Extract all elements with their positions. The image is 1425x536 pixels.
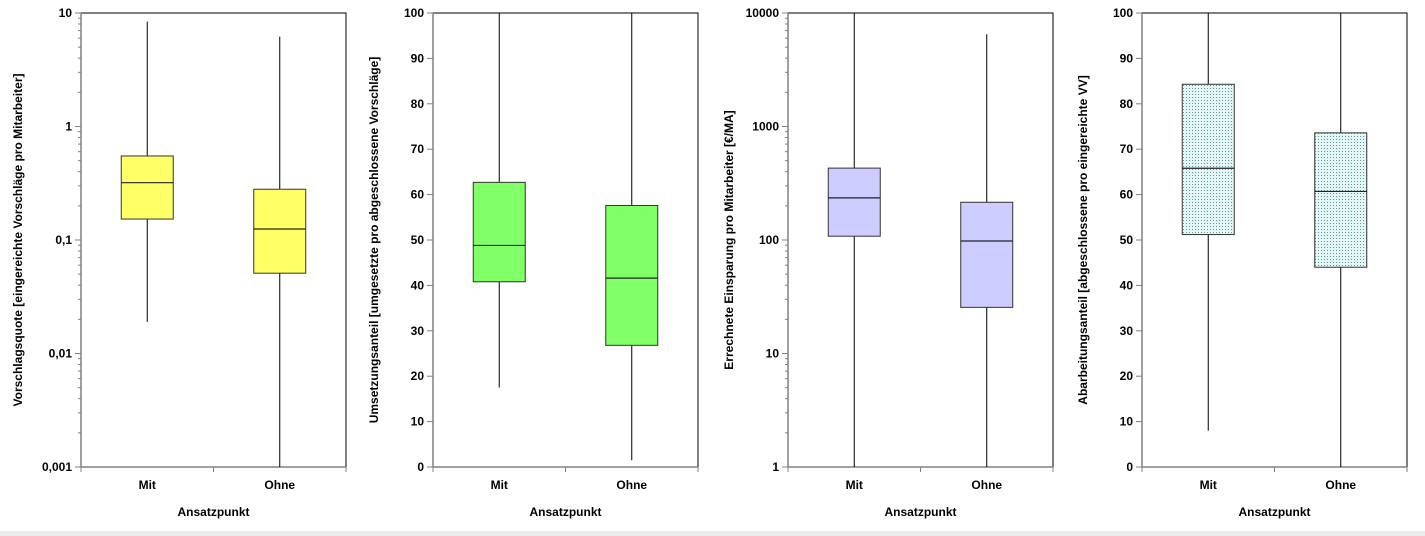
chart-panel-4: 0 10 20 30 40 50 60 70 80 90 100 Mit Ohne Ansatzpunkt…: [1076, 6, 1408, 519]
y-tick-label: 30: [1120, 324, 1134, 338]
y-tick-label: 20: [1120, 369, 1134, 383]
chart-panel-3: 1 10 100 1000 10000 Mit Ohne Ansatzpunkt Errechn…: [722, 6, 1054, 519]
x-category-label: Ohne: [264, 478, 295, 492]
y-tick-label: 0: [1126, 460, 1133, 474]
y-axis-title: Abarbeitungsanteil [abgeschlossene pro e…: [1076, 75, 1090, 404]
chart-panel-1: 0,001 0,01 0,1 1 10 Mit Ohne Ansatzpunkt Vorschl…: [11, 6, 347, 519]
x-axis-title: Ansatzpunkt: [178, 505, 250, 519]
y-tick-label: 80: [1120, 97, 1134, 111]
box-ohne: [1314, 132, 1368, 268]
y-tick-label: 100: [759, 233, 779, 247]
box-mit: [120, 155, 174, 220]
y-tick-label: 0,1: [55, 233, 72, 247]
y-tick-label: 10: [411, 415, 425, 429]
box-ohne: [960, 201, 1014, 308]
x-category-label: Ohne: [616, 478, 647, 492]
x-category-label: Mit: [139, 478, 156, 492]
y-tick-label: 100: [1113, 6, 1133, 20]
y-tick-label: 100: [404, 6, 424, 20]
y-tick-label: 50: [411, 233, 425, 247]
y-tick-label: 0,01: [49, 347, 73, 361]
y-tick-label: 90: [1120, 51, 1134, 65]
box-ohne: [253, 188, 307, 274]
y-axis-title: Umsetzungsanteil [umgesetzte pro abgesch…: [367, 57, 381, 424]
x-category-label: Ohne: [971, 478, 1002, 492]
y-tick-label: 10000: [746, 6, 780, 20]
y-tick-label: 40: [411, 278, 425, 292]
y-tick-label: 1000: [752, 120, 779, 134]
y-tick-label: 20: [411, 369, 425, 383]
y-tick-label: 50: [1120, 233, 1134, 247]
y-tick-label: 70: [1120, 142, 1134, 156]
y-tick-label: 80: [411, 97, 425, 111]
x-axis-title: Ansatzpunkt: [530, 505, 602, 519]
box-mit: [1181, 83, 1235, 236]
y-axis-title: Errechnete Einsparung pro Mitarbeiter [€…: [722, 110, 736, 369]
y-tick-label: 1: [772, 460, 779, 474]
y-tick-label: 60: [1120, 188, 1134, 202]
y-tick-label: 30: [411, 324, 425, 338]
y-tick-label: 0: [417, 460, 424, 474]
x-axis-title: Ansatzpunkt: [885, 505, 957, 519]
y-tick-label: 70: [411, 142, 425, 156]
x-category-label: Mit: [1200, 478, 1217, 492]
box-mit: [827, 167, 881, 237]
x-axis-title: Ansatzpunkt: [1239, 505, 1311, 519]
bottom-strip: [0, 531, 1425, 536]
x-category-label: Ohne: [1325, 478, 1356, 492]
y-tick-label: 60: [411, 188, 425, 202]
y-tick-label: 10: [766, 347, 780, 361]
y-tick-label: 10: [59, 6, 73, 20]
y-axis-title: Vorschlagsquote [eingereichte Vorschläge…: [11, 74, 25, 407]
y-tick-label: 0,001: [42, 460, 72, 474]
y-tick-label: 40: [1120, 278, 1134, 292]
x-category-label: Mit: [846, 478, 863, 492]
y-tick-label: 10: [1120, 415, 1134, 429]
box-ohne: [605, 204, 659, 346]
y-tick-label: 1: [65, 120, 72, 134]
y-tick-label: 90: [411, 51, 425, 65]
x-category-label: Mit: [491, 478, 508, 492]
chart-panel-2: 0 10 20 30 40 50 60 70 80 90 100 Mit Ohne Ansatzpunkt…: [367, 6, 699, 519]
box-mit: [472, 181, 526, 283]
